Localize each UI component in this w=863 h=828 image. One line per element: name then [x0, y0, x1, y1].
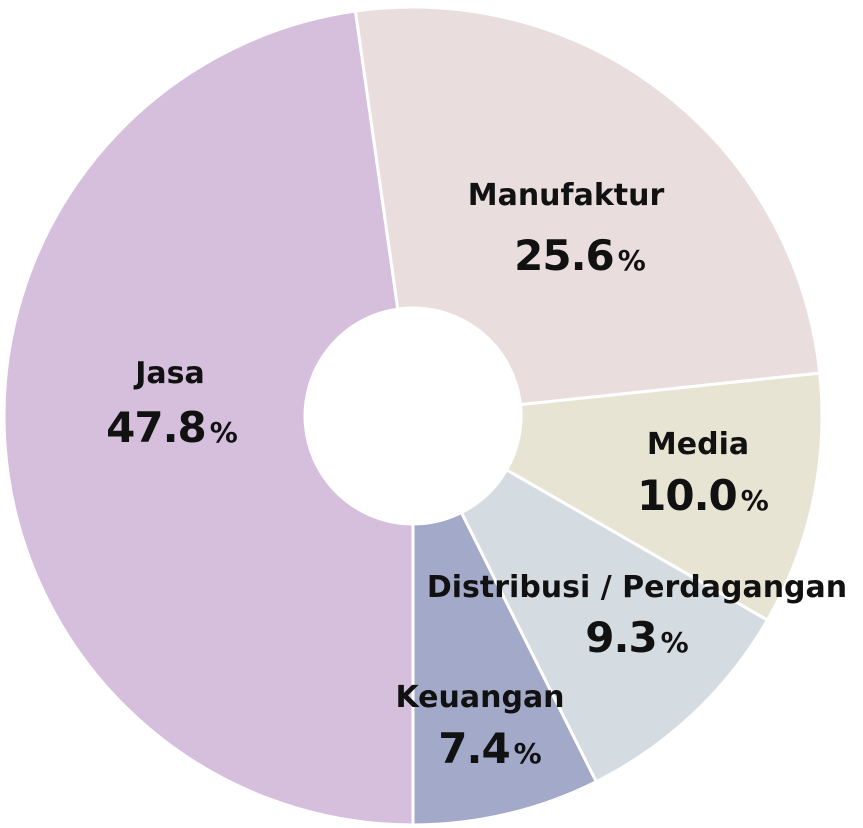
value-number: 25.6: [514, 231, 614, 280]
slice: [411, 510, 599, 827]
value-unit: %: [661, 626, 689, 659]
value-number: 9.3: [585, 613, 656, 662]
value-number: 10.0: [637, 471, 737, 520]
value-label: 10.0%: [637, 471, 769, 520]
value-label: 7.4%: [438, 724, 541, 773]
slice: [504, 371, 824, 623]
value-number: 47.8: [106, 403, 206, 452]
slice: [2, 9, 415, 827]
value-unit: %: [741, 484, 769, 517]
category-label: Manufaktur: [468, 178, 665, 213]
value-label: 47.8%: [106, 403, 238, 452]
value-unit: %: [514, 737, 542, 770]
slice: [353, 5, 822, 407]
value-label: 9.3%: [585, 613, 688, 662]
category-label: Media: [647, 427, 749, 462]
value-unit: %: [210, 416, 238, 449]
value-number: 7.4: [438, 724, 509, 773]
slice: [459, 467, 770, 784]
value-label: 25.6%: [514, 231, 646, 280]
category-label: Keuangan: [395, 680, 564, 715]
category-label: Distribusi / Perdagangan: [427, 570, 847, 605]
category-label: Jasa: [133, 356, 205, 391]
value-unit: %: [618, 244, 646, 277]
